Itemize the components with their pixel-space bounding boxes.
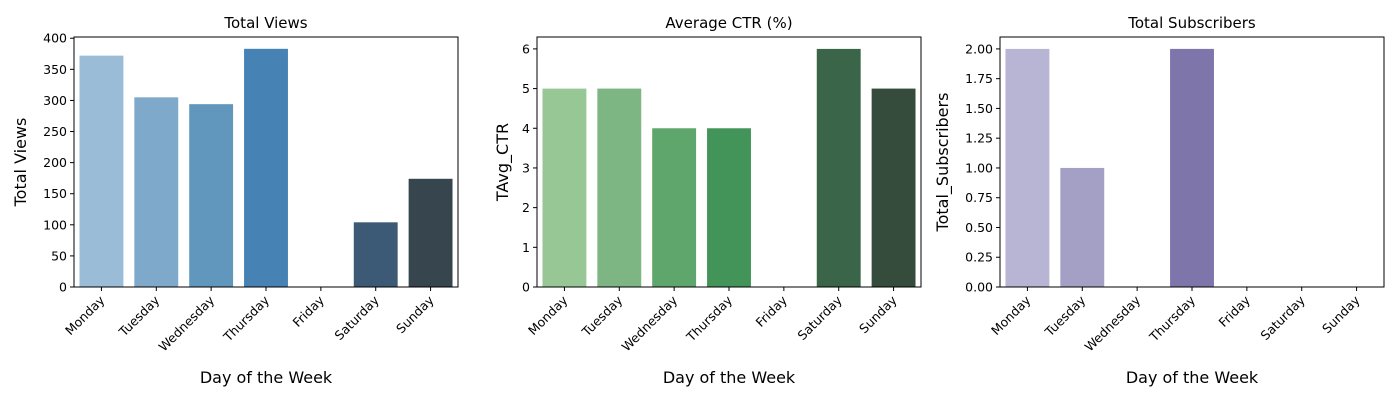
x-axis-label: Day of the Week	[663, 368, 796, 387]
x-tick-label-sunday: Sunday	[1319, 292, 1363, 336]
bar-tuesday	[1060, 167, 1105, 287]
y-tick-label: 1.25	[965, 131, 993, 146]
x-tick-label-thursday: Thursday	[220, 292, 273, 345]
y-tick-label: 0	[522, 280, 530, 295]
y-tick-label: 50	[51, 248, 67, 263]
bar-saturday	[816, 48, 861, 288]
y-tick-label: 1.75	[965, 71, 993, 86]
bar-thursday	[707, 128, 751, 287]
y-tick-label: 0	[59, 280, 67, 295]
bar-thursday	[244, 48, 288, 287]
x-tick-label-wednesday: Wednesday	[618, 292, 680, 354]
x-tick-label-tuesday: Tuesday	[115, 292, 163, 340]
y-tick-label: 1.50	[965, 101, 993, 116]
chart-title: Total Views	[223, 14, 307, 32]
x-tick-label-tuesday: Tuesday	[578, 292, 626, 340]
y-tick-label: 1.00	[965, 160, 993, 175]
x-tick-label-wednesday: Wednesday	[1081, 292, 1143, 354]
x-tick-label-friday: Friday	[290, 292, 328, 330]
x-tick-label-saturday: Saturday	[794, 292, 845, 343]
x-tick-label-tuesday: Tuesday	[1041, 292, 1089, 340]
bar-sunday	[871, 88, 916, 287]
y-axis-label: TAvg_CTR	[493, 123, 513, 202]
bar-tuesday	[597, 88, 642, 287]
y-tick-label: 4	[522, 121, 530, 136]
x-tick-label-saturday: Saturday	[331, 292, 382, 343]
bar-tuesday	[134, 97, 179, 287]
chart-panel-1: 0 50 100 150 200 250 300 350 400 Monday TuesdayWed…	[11, 14, 459, 387]
bar-saturday	[353, 222, 398, 287]
x-tick-label-monday: Monday	[62, 292, 108, 338]
y-tick-label: 400	[43, 31, 67, 46]
x-axis-label: Day of the Week	[1126, 368, 1259, 387]
x-tick-label-monday: Monday	[525, 292, 571, 338]
y-tick-label: 0.25	[965, 250, 993, 265]
y-tick-label: 5	[522, 81, 530, 96]
x-tick-label-monday: Monday	[988, 292, 1034, 338]
bar-monday	[1005, 48, 1050, 288]
y-tick-label: 200	[43, 155, 67, 170]
y-tick-label: 0.00	[965, 280, 993, 295]
bar-wednesday	[189, 104, 234, 287]
bar-wednesday	[652, 128, 697, 287]
x-tick-label-sunday: Sunday	[393, 292, 437, 336]
y-tick-label: 250	[43, 124, 67, 139]
x-tick-label-saturday: Saturday	[1257, 292, 1308, 343]
chart-title: Total Subscribers	[1127, 14, 1256, 32]
chart-title: Average CTR (%)	[665, 14, 792, 32]
x-tick-label-thursday: Thursday	[683, 292, 736, 345]
y-axis-label: Total Views	[11, 118, 30, 208]
y-tick-label: 2	[522, 200, 530, 215]
y-axis-label: Total_Subscribers	[933, 93, 953, 233]
bar-sunday	[408, 178, 453, 287]
y-tick-label: 150	[43, 186, 67, 201]
chart-panel-3: 0.00 0.25 0.50 0.75 1.00 1.25 1.50 1.75 2.00 Mond…	[933, 14, 1385, 387]
y-tick-label: 100	[43, 217, 67, 232]
x-axis-label: Day of the Week	[200, 368, 333, 387]
y-tick-label: 1	[522, 240, 530, 255]
y-tick-label: 350	[43, 62, 67, 77]
y-tick-label: 2.00	[965, 41, 993, 56]
x-tick-label-friday: Friday	[1216, 292, 1254, 330]
y-tick-label: 300	[43, 93, 67, 108]
y-tick-label: 0.50	[965, 220, 993, 235]
y-tick-label: 3	[522, 160, 530, 175]
x-tick-label-friday: Friday	[753, 292, 791, 330]
bar-thursday	[1170, 48, 1214, 288]
bar-monday	[542, 88, 587, 287]
x-tick-label-thursday: Thursday	[1146, 292, 1199, 345]
x-tick-label-sunday: Sunday	[856, 292, 900, 336]
y-tick-label: 6	[522, 41, 530, 56]
x-tick-label-wednesday: Wednesday	[155, 292, 217, 354]
y-tick-label: 0.75	[965, 190, 993, 205]
bar-monday	[79, 55, 124, 287]
